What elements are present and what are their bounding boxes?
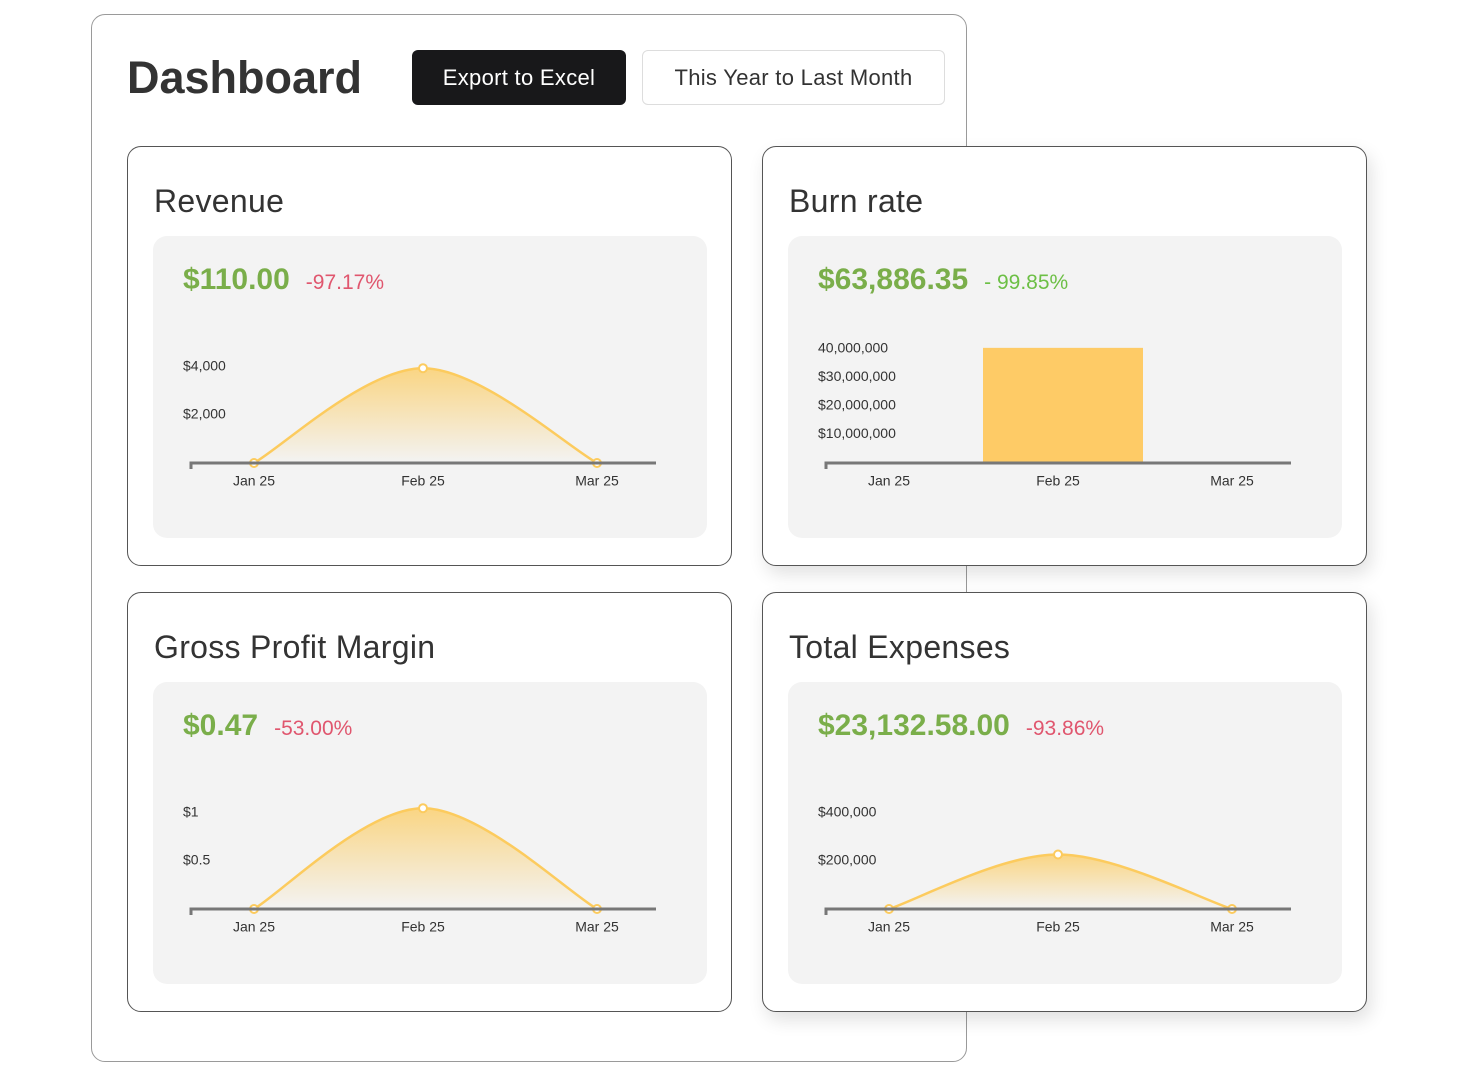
card-title: Gross Profit Margin <box>154 629 436 665</box>
x-tick-label: Jan 25 <box>233 919 275 935</box>
y-tick-label: $400,000 <box>818 804 877 820</box>
x-tick-label: Feb 25 <box>1036 473 1080 489</box>
x-axis <box>189 461 656 469</box>
card-title: Revenue <box>154 183 285 219</box>
y-tick-label: $10,000,000 <box>818 425 896 441</box>
y-tick-label: $20,000,000 <box>818 397 896 413</box>
metric-change: - 99.85% <box>984 271 1069 294</box>
metric-row: $63,886.35 - 99.85% <box>818 263 1068 297</box>
metric-value: $110.00 <box>183 263 290 296</box>
chart: $1 $0.5 Jan 25 Feb 25 Mar 25 <box>183 803 656 935</box>
metric-value: $23,132.58.00 <box>818 709 1010 742</box>
metric-card: Revenue $4,000 $2,000 Jan 25 Feb 25 Mar 25 $11… <box>127 146 732 566</box>
chart: 40,000,000 $30,000,000 $20,000,000 $10,000,… <box>818 339 1291 489</box>
x-axis <box>824 907 1291 915</box>
metric-card: Total Expenses $400,000 $200,000 Jan 25 Feb … <box>762 592 1367 1012</box>
x-tick-label: Mar 25 <box>1210 919 1254 935</box>
x-tick-label: Feb 25 <box>1036 919 1080 935</box>
card-title: Burn rate <box>789 183 924 219</box>
x-axis <box>824 461 1291 469</box>
metric-value: $63,886.35 <box>818 263 969 296</box>
x-tick-label: Jan 25 <box>233 473 275 489</box>
y-tick-label: 40,000,000 <box>818 339 888 355</box>
x-tick-label: Feb 25 <box>401 473 445 489</box>
y-tick-label: $1 <box>183 804 199 820</box>
point <box>418 363 428 374</box>
y-tick-label: $0.5 <box>183 852 210 868</box>
bar <box>983 347 1143 463</box>
x-tick-label: Mar 25 <box>575 919 619 935</box>
x-axis <box>189 907 656 915</box>
point <box>1053 849 1063 860</box>
dashboard-title: Dashboard <box>127 52 363 103</box>
card-body <box>788 682 1342 984</box>
metric-change: -97.17% <box>305 271 385 294</box>
y-tick-label: $200,000 <box>818 852 877 868</box>
card-title: Total Expenses <box>789 629 1011 665</box>
area <box>889 854 1232 909</box>
metric-card: Gross Profit Margin $1 $0.5 Jan 25 Feb 25 Mar… <box>127 592 732 1012</box>
area <box>254 808 597 909</box>
export-button[interactable]: Export to Excel <box>412 50 626 105</box>
y-tick-label: $30,000,000 <box>818 368 896 384</box>
metric-card: Burn rate 40,000,000 $30,000,000 $20,000,00… <box>762 146 1367 566</box>
chart: $4,000 $2,000 Jan 25 Feb 25 Mar 25 <box>183 358 656 489</box>
metric-row: $0.47 -53.00% <box>183 709 352 743</box>
x-tick-label: Jan 25 <box>868 473 910 489</box>
area <box>254 368 597 463</box>
x-tick-label: Jan 25 <box>868 919 910 935</box>
point <box>418 803 428 814</box>
metric-row: $23,132.58.00 -93.86% <box>818 709 1104 743</box>
period-button[interactable]: This Year to Last Month <box>642 50 945 105</box>
metric-change: -53.00% <box>274 717 353 740</box>
metric-change: -93.86% <box>1025 717 1105 740</box>
y-tick-label: $2,000 <box>183 406 226 422</box>
x-tick-label: Mar 25 <box>575 473 619 489</box>
metric-value: $0.47 <box>183 709 259 742</box>
x-tick-label: Feb 25 <box>401 919 445 935</box>
y-tick-label: $4,000 <box>183 358 226 374</box>
x-tick-label: Mar 25 <box>1210 473 1254 489</box>
metric-row: $110.00 -97.17% <box>183 263 384 297</box>
chart: $400,000 $200,000 Jan 25 Feb 25 Mar 25 <box>818 804 1291 935</box>
